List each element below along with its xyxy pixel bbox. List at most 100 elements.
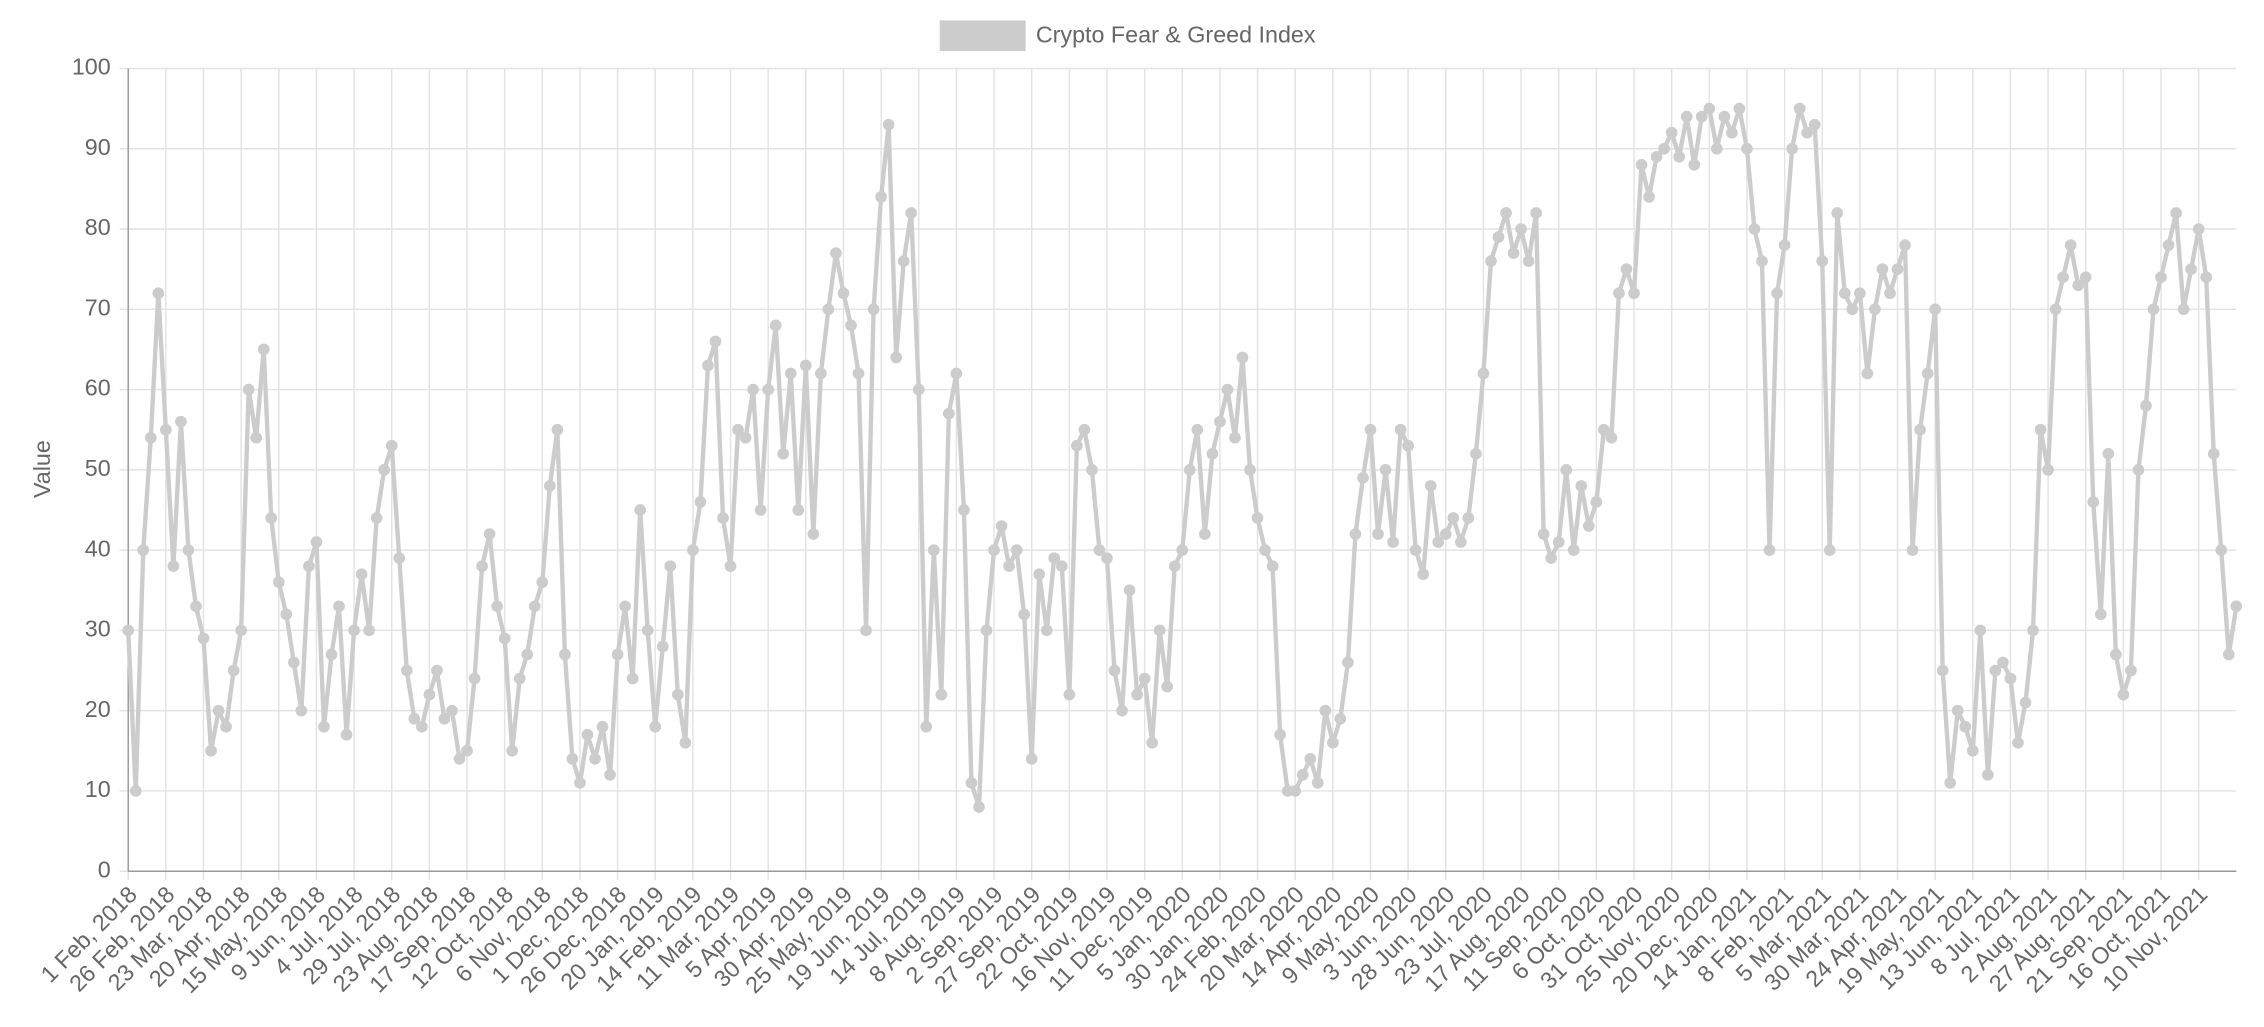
data-point [1424,480,1437,492]
data-point [656,640,669,653]
data-point [1838,287,1851,300]
data-point [250,431,263,444]
data-point [1733,102,1746,115]
data-point [190,600,202,613]
data-point [408,712,421,725]
data-point [890,351,902,364]
y-tick-label: 70 [85,294,111,320]
data-point [1086,464,1098,476]
data-point [1206,447,1219,460]
data-point [1311,777,1324,789]
data-point [175,415,187,428]
data-point [2207,447,2220,460]
data-point [1891,263,1904,275]
legend-swatch [939,20,1026,51]
data-point [619,600,631,613]
data-point [1726,126,1738,139]
data-point [2222,648,2235,661]
data-point [197,632,210,645]
data-point [1741,142,1753,155]
data-point [1884,287,1896,300]
data-point [1658,142,1670,155]
data-point [1771,287,1783,300]
data-point [1409,544,1422,556]
data-point [1756,255,1768,267]
data-point [2140,399,2152,412]
data-point [1236,351,1249,364]
data-point [2230,600,2243,613]
data-point [1951,704,1964,717]
data-point [1379,464,1392,476]
data-point [1183,464,1196,476]
data-point [453,753,466,765]
data-point [1959,720,1972,733]
data-point [2042,464,2054,476]
data-point [2072,279,2085,292]
y-tick-label: 80 [85,214,111,240]
data-point [1921,367,1934,380]
data-point [1168,560,1181,572]
data-point [416,720,428,733]
data-point [506,744,519,757]
data-point [920,720,933,733]
data-point [1665,126,1678,139]
data-point [2057,271,2069,284]
data-point [318,720,330,733]
data-point [769,319,782,332]
data-point [1899,239,1911,251]
data-point [2117,688,2130,701]
data-point [2192,223,2205,235]
data-point [837,287,850,300]
data-point [1936,664,1949,677]
data-point [1861,367,1874,380]
data-point [212,704,225,717]
data-point [777,447,790,460]
data-point [2170,207,2182,219]
data-point [1966,744,1979,757]
data-point [1545,552,1558,564]
y-axis-title: Value [29,440,55,498]
data-point [363,624,375,637]
data-point [1688,158,1701,171]
data-point [717,512,729,524]
data-point [498,632,511,645]
data-point [2132,464,2145,476]
data-point [1123,584,1136,597]
data-point [1500,207,1512,219]
data-point [867,303,880,316]
data-point [1869,303,1881,316]
data-point [1304,753,1317,765]
data-point [1101,552,1113,564]
data-point [303,560,315,572]
data-point [589,753,601,765]
data-point [1470,447,1482,460]
data-point [611,648,624,661]
data-point [566,753,579,765]
y-tick-label: 30 [85,616,111,642]
data-point [1259,544,1271,556]
data-point [1153,624,1166,637]
data-point [461,744,473,757]
data-point [1537,528,1550,540]
data-point [265,512,278,524]
data-point [2102,447,2115,460]
data-point [1221,383,1234,396]
data-point [897,255,910,267]
data-point [1108,664,1121,677]
data-point [1018,608,1030,621]
data-point [2200,271,2213,284]
data-point [2027,624,2039,637]
data-point [1319,704,1332,717]
data-point [160,423,172,436]
data-point [1040,624,1053,637]
data-point [1680,110,1693,123]
data-point [544,480,556,492]
data-point [1552,536,1565,548]
data-point [355,568,368,581]
data-point [144,431,157,444]
data-point [1063,688,1076,701]
data-point [2064,239,2077,251]
data-point [845,319,857,332]
data-point [1650,150,1663,163]
